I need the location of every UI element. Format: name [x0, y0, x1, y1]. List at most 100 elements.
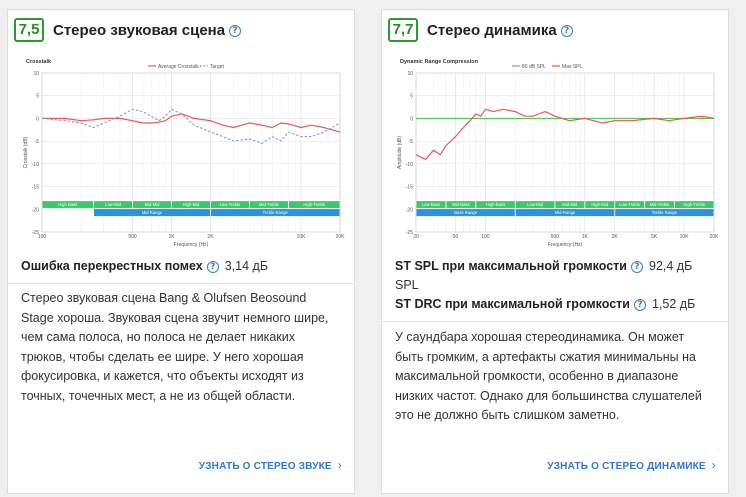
plot-frame — [41, 72, 341, 233]
band-label: Low-Bass — [422, 202, 440, 207]
band-label: Treble Range — [263, 210, 289, 215]
y-tick-label: -25 — [406, 230, 413, 236]
band-label: High-Bass — [486, 202, 505, 207]
metric-label: ST SPL при максимальной громкости — [395, 259, 627, 273]
y-tick-label: -5 — [409, 139, 414, 145]
band-block — [94, 209, 210, 217]
y-tick-label: -20 — [406, 207, 413, 213]
x-axis-title: Frequency (Hz) — [548, 242, 583, 248]
band-block — [476, 201, 515, 209]
stereo-soundstage-card: 7,5 Стерео звуковая сцена? Crosstalk Aver… — [7, 9, 355, 494]
band-block — [42, 201, 94, 209]
series-line — [415, 108, 715, 160]
help-icon[interactable]: ? — [634, 298, 646, 311]
x-tick-label: 5K — [651, 234, 658, 240]
band-label: Low-Treble — [220, 202, 241, 207]
band-block — [674, 201, 714, 209]
metric-row: Ошибка перекрестных помех? 3,14 дБ — [21, 257, 268, 276]
series-line — [42, 113, 341, 133]
band-label: High-Treble — [683, 202, 705, 207]
x-tick-label: 1K — [582, 234, 589, 240]
metric-row-spl: ST SPL при максимальной громкости? 92,4 д… — [395, 257, 717, 295]
metric-value: 92,4 дБ SPL — [395, 259, 693, 292]
band-label: High Bass — [58, 202, 77, 207]
y-tick-label: -25 — [32, 230, 39, 236]
y-tick-label: -10 — [406, 162, 413, 168]
x-tick-label: 100 — [38, 234, 47, 240]
learn-more-label: УЗНАТЬ О СТЕРЕО ДИНАМИКЕ — [547, 461, 706, 472]
y-tick-label: 10 — [407, 71, 413, 77]
band-block — [615, 209, 714, 217]
description: Стерео звуковая сцена Bang & Olufsen Beo… — [21, 291, 329, 403]
band-block — [133, 201, 172, 209]
series-line — [41, 108, 341, 144]
band-block — [645, 201, 674, 209]
crosstalk-chart-svg: Crosstalk Average Crosstalk Target 10 5 0 -5 -1… — [23, 59, 346, 248]
band-block — [210, 201, 249, 209]
drc-chart: Dynamic Range Compression 80 dB SPL Max SP… — [394, 55, 720, 260]
band-block — [515, 201, 555, 209]
x-tick-label: 20K — [336, 234, 346, 240]
x-tick-label: 20 — [413, 234, 419, 240]
band-label: Low-Mid — [105, 202, 121, 207]
y-axis-title: Crosstalk (dB) — [23, 136, 29, 168]
band-label: High-Treble — [303, 202, 325, 207]
x-tick-label: 20K — [710, 234, 720, 240]
divider — [382, 321, 728, 322]
metric-value: 3,14 дБ — [224, 259, 269, 273]
band-label: Bass Range — [454, 210, 477, 215]
help-icon[interactable]: ? — [206, 260, 219, 273]
band-block — [416, 209, 515, 217]
band-block — [94, 201, 133, 209]
y-tick-label: 0 — [410, 116, 413, 122]
help-icon[interactable]: ? — [229, 25, 242, 38]
x-tick-label: 1K — [168, 234, 175, 240]
y-tick-label: 10 — [33, 71, 39, 77]
x-tick-label: 2K — [207, 234, 214, 240]
card-title: Стерео динамика? — [427, 22, 573, 39]
band-block — [555, 201, 585, 209]
score-badge: 7,7 — [388, 18, 418, 42]
x-axis-title: Frequency (Hz) — [174, 242, 209, 248]
band-label: Low-Treble — [619, 202, 640, 207]
legend-label: Average Crosstalk — [158, 64, 199, 70]
card-title-text: Стерео звуковая сцена — [53, 22, 226, 39]
learn-more-link[interactable]: УЗНАТЬ О СТЕРЕО ЗВУКЕ › — [199, 458, 342, 472]
drc-chart-svg: Dynamic Range Compression 80 dB SPL Max SP… — [397, 59, 720, 248]
band-label: Mid-Range — [555, 210, 576, 215]
card-title: Стерео звуковая сцена? — [53, 22, 242, 39]
help-icon[interactable]: ? — [631, 260, 643, 273]
band-block — [172, 201, 210, 209]
band-block — [249, 201, 288, 209]
metric-row-drc: ST DRC при максимальной громкости? 1,52 д… — [395, 295, 695, 314]
help-icon[interactable]: ? — [560, 25, 573, 38]
band-block — [416, 201, 446, 209]
band-label: Low-Mid — [527, 202, 543, 207]
score-badge: 7,5 — [14, 18, 44, 42]
chart-title: Crosstalk — [26, 59, 52, 65]
band-block — [446, 201, 476, 209]
chevron-right-icon: › — [711, 458, 716, 472]
band-label: High-Mid — [183, 202, 200, 207]
metric-label: Ошибка перекрестных помех — [21, 259, 203, 273]
divider — [8, 283, 354, 284]
card-title-text: Стерео динамика — [427, 22, 557, 39]
band-block — [615, 201, 645, 209]
y-tick-label: -15 — [406, 185, 413, 191]
band-label: Mid-Treble — [650, 202, 671, 207]
metric-value: 1,52 дБ — [652, 297, 696, 311]
description: У саундбара хорошая стереодинамика. Он м… — [395, 330, 702, 422]
y-tick-label: -5 — [35, 139, 40, 145]
legend-label: 80 dB SPL — [522, 64, 546, 70]
y-tick-label: 5 — [410, 94, 413, 100]
y-tick-label: -10 — [32, 162, 39, 168]
band-label: High-Mid — [591, 202, 608, 207]
legend-label: Target — [210, 64, 225, 70]
band-label: Mid-Treble — [259, 202, 280, 207]
y-tick-label: -15 — [32, 185, 39, 191]
chevron-right-icon: › — [337, 458, 342, 472]
y-tick-label: 5 — [36, 94, 39, 100]
x-tick-label: 100 — [481, 234, 490, 240]
learn-more-label: УЗНАТЬ О СТЕРЕО ЗВУКЕ — [198, 461, 332, 472]
learn-more-link[interactable]: УЗНАТЬ О СТЕРЕО ДИНАМИКЕ › — [547, 458, 716, 472]
